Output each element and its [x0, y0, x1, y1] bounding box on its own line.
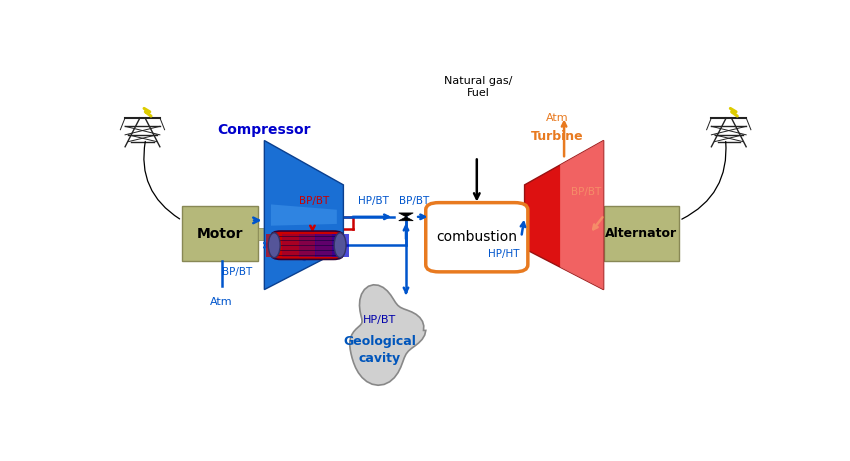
Ellipse shape [269, 233, 281, 258]
FancyBboxPatch shape [182, 206, 258, 261]
Polygon shape [399, 217, 413, 221]
Polygon shape [524, 141, 604, 290]
FancyBboxPatch shape [282, 234, 299, 257]
FancyBboxPatch shape [332, 234, 348, 257]
Text: BP/BT: BP/BT [222, 267, 252, 277]
Text: BP/BT: BP/BT [570, 187, 601, 197]
Text: Geological: Geological [343, 335, 416, 348]
Text: Atm: Atm [210, 297, 233, 307]
Text: HP/BT: HP/BT [363, 315, 396, 325]
Text: Natural gas/
Fuel: Natural gas/ Fuel [445, 77, 513, 98]
Text: HP/HT: HP/HT [488, 249, 520, 259]
Text: BP/BT: BP/BT [400, 196, 429, 206]
FancyBboxPatch shape [426, 203, 528, 272]
FancyBboxPatch shape [298, 234, 315, 257]
Text: Motor: Motor [196, 227, 243, 241]
Polygon shape [350, 285, 426, 385]
FancyBboxPatch shape [266, 234, 283, 257]
Polygon shape [560, 141, 603, 290]
Text: Turbine: Turbine [531, 130, 584, 143]
FancyBboxPatch shape [258, 228, 271, 240]
Text: HP/BT: HP/BT [358, 196, 388, 206]
Polygon shape [399, 213, 413, 217]
Text: combustion: combustion [436, 230, 518, 244]
Text: Alternator: Alternator [605, 227, 677, 240]
FancyBboxPatch shape [591, 228, 604, 240]
FancyBboxPatch shape [604, 206, 679, 261]
Ellipse shape [334, 233, 346, 258]
FancyBboxPatch shape [271, 231, 343, 260]
Polygon shape [271, 204, 337, 226]
Text: BP/BT: BP/BT [298, 196, 329, 206]
FancyBboxPatch shape [315, 234, 332, 257]
Polygon shape [264, 141, 343, 290]
Text: Atm: Atm [547, 113, 569, 123]
Text: Compressor: Compressor [218, 123, 311, 137]
Text: cavity: cavity [359, 352, 400, 365]
